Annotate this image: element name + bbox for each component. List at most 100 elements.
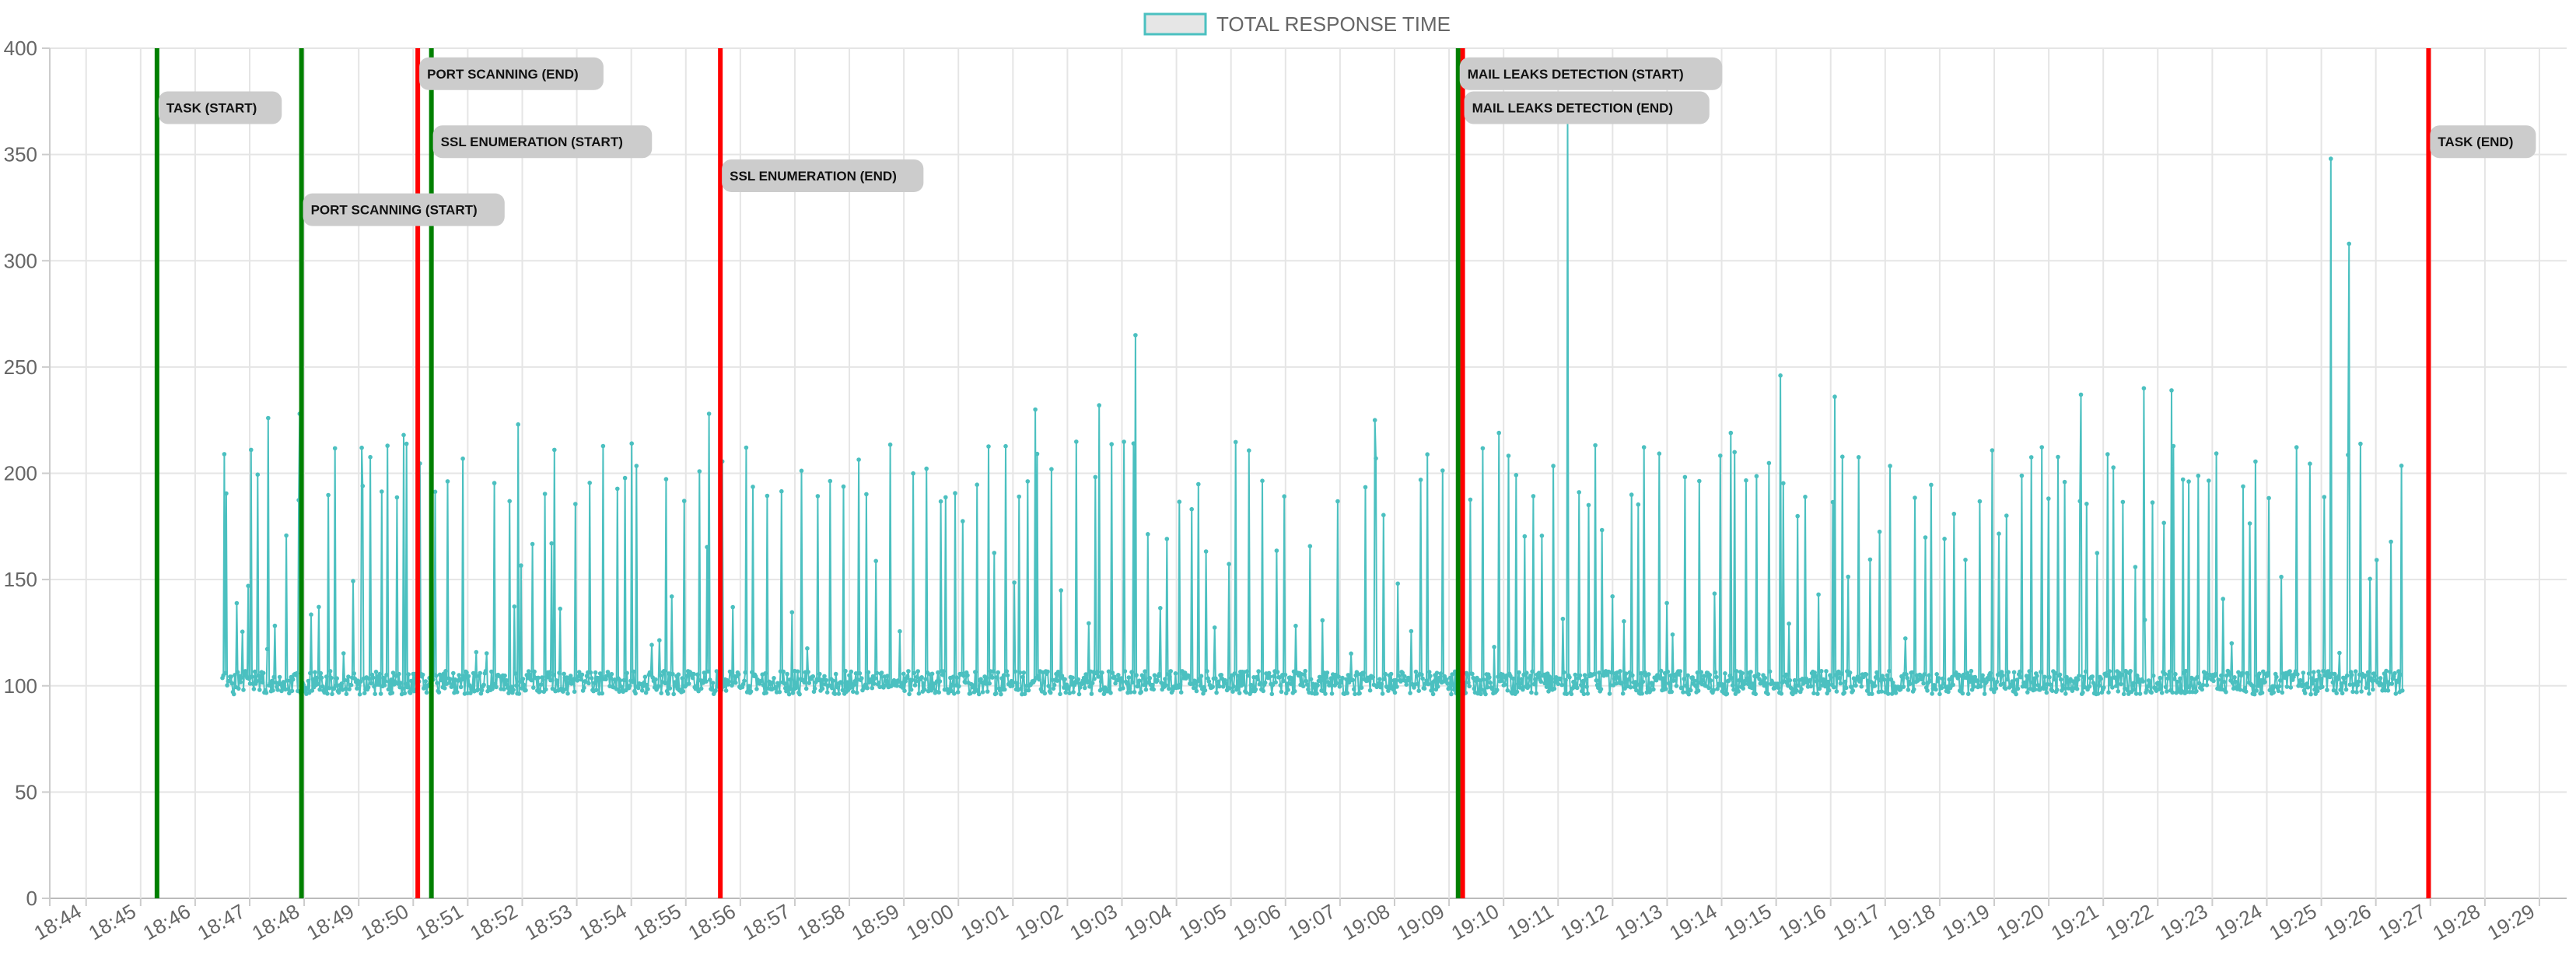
data-point (344, 691, 349, 696)
data-point (309, 612, 313, 617)
data-point (1730, 683, 1735, 688)
data-point (1753, 691, 1758, 697)
data-point (743, 670, 747, 675)
data-point (1205, 669, 1209, 674)
data-point (1096, 674, 1101, 679)
data-point (1635, 682, 1640, 687)
data-point (1048, 690, 1053, 695)
data-point (950, 682, 955, 688)
data-point (1475, 675, 1479, 681)
data-point (572, 689, 577, 695)
data-point (1908, 681, 1913, 686)
data-point (329, 675, 334, 681)
data-point (504, 678, 509, 683)
data-point (1471, 675, 1475, 681)
data-point (857, 670, 863, 676)
data-point (2105, 452, 2110, 457)
data-point (1350, 677, 1356, 683)
data-point (1884, 686, 1888, 691)
data-point (1155, 678, 1160, 683)
data-point (593, 670, 598, 675)
data-point (1686, 691, 1692, 697)
data-point (2350, 689, 2355, 695)
data-point (1429, 688, 1433, 693)
data-point (2165, 676, 2170, 681)
data-point (1318, 678, 1323, 684)
data-point (2173, 671, 2178, 677)
data-point (384, 672, 389, 677)
legend[interactable]: TOTAL RESPONSE TIME (1143, 12, 1451, 36)
x-tick-label: 19:10 (1447, 899, 1503, 945)
data-point (1628, 684, 1633, 690)
data-point (1640, 691, 1644, 696)
event-label-box (1464, 91, 1710, 124)
data-point (1186, 674, 1192, 678)
data-point (1538, 679, 1543, 684)
data-point (684, 674, 690, 678)
data-point (1315, 683, 1320, 688)
event-label-box (432, 125, 653, 159)
data-point (676, 672, 681, 677)
data-point (614, 687, 619, 691)
data-point (807, 681, 812, 685)
data-point (320, 684, 325, 689)
data-point (729, 670, 733, 675)
data-point (489, 669, 494, 674)
data-point (2156, 681, 2161, 685)
data-point (2119, 681, 2123, 687)
data-point (1055, 678, 1060, 683)
legend-label[interactable]: TOTAL RESPONSE TIME (1216, 12, 1451, 36)
data-point (2331, 688, 2336, 693)
data-point (907, 691, 912, 697)
data-point (830, 685, 835, 691)
data-point (1329, 691, 1335, 696)
data-point (1152, 673, 1157, 677)
data-point (1137, 678, 1142, 683)
data-point (544, 687, 548, 692)
data-point (2253, 459, 2258, 464)
data-point (1468, 497, 1473, 502)
data-point (1723, 671, 1727, 676)
data-point (965, 673, 970, 678)
data-point (1754, 474, 1759, 478)
data-point (1293, 623, 1298, 628)
data-point (836, 691, 842, 696)
data-point (284, 533, 289, 538)
data-point (346, 674, 351, 679)
data-point (445, 479, 450, 484)
data-point (1859, 684, 1864, 689)
data-point (1585, 691, 1591, 696)
legend-swatch[interactable] (1143, 12, 1207, 36)
data-point (1658, 668, 1664, 674)
data-point (1212, 625, 1217, 630)
data-point (2027, 669, 2032, 674)
data-point (1377, 677, 1382, 681)
data-point (1241, 682, 1246, 687)
data-point (980, 690, 985, 695)
event-markers: TASK (START) PORT SCANNING (START) PORT SC… (154, 48, 2536, 898)
data-point (2315, 688, 2320, 694)
data-point (2039, 445, 2044, 450)
data-point (705, 669, 711, 674)
data-point (879, 670, 884, 675)
data-point (1577, 490, 1581, 495)
data-point (2158, 684, 2164, 689)
data-point (2062, 479, 2067, 485)
data-point (325, 691, 330, 696)
data-point (1005, 673, 1010, 678)
data-point (1832, 684, 1836, 690)
data-point (2316, 669, 2321, 674)
data-point (2280, 690, 2285, 695)
data-point (1121, 686, 1125, 691)
data-point (938, 499, 943, 504)
data-point (1119, 679, 1125, 684)
data-point (2019, 473, 2025, 478)
data-point (1531, 494, 1536, 499)
data-point (371, 675, 376, 681)
data-point (327, 669, 333, 674)
data-point (1594, 678, 1599, 683)
data-point (1552, 686, 1557, 691)
data-point (1216, 679, 1221, 684)
data-point (1729, 675, 1734, 681)
data-point (1702, 674, 1706, 678)
